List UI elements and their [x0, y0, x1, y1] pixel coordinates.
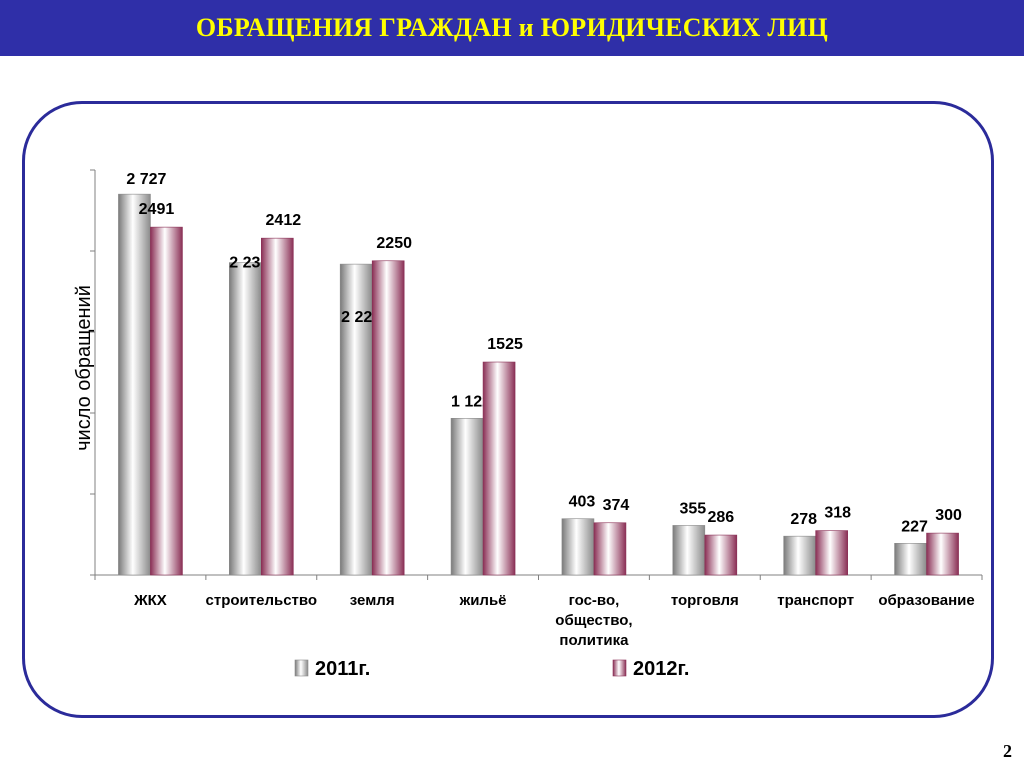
- legend-swatch-2012: [612, 659, 627, 677]
- data-label-2012: 374: [603, 497, 630, 514]
- bar-2011: [561, 518, 595, 576]
- bar-2011: [339, 263, 373, 576]
- bar-2012: [261, 237, 294, 576]
- data-label-2011: 1 122: [451, 393, 491, 410]
- page-number: 2: [1003, 741, 1012, 761]
- legend-label-2011: 2011г.: [315, 658, 370, 680]
- data-label-2011: 2 226: [341, 309, 381, 326]
- page-title: ОБРАЩЕНИЯ ГРАЖДАН и ЮРИДИЧЕСКИХ ЛИЦ: [195, 13, 829, 42]
- bar-2011: [118, 193, 151, 576]
- x-tick-label: ЖКХ: [133, 592, 167, 609]
- data-label-2012: 286: [707, 509, 734, 526]
- y-axis-label: число обращений: [73, 285, 95, 451]
- data-label-2011: 403: [569, 494, 596, 511]
- bar-2012: [704, 534, 738, 576]
- x-tick-label: гос-во, общество, политика: [555, 592, 632, 649]
- bar-2011: [672, 525, 706, 576]
- legend-swatch-2011: [294, 659, 309, 677]
- data-label-2012: 300: [935, 507, 962, 524]
- chart-frame: [22, 101, 994, 718]
- data-label-2012: 1525: [487, 336, 523, 353]
- data-label-2011: 278: [790, 511, 817, 528]
- x-tick-label: образование: [878, 592, 974, 609]
- bar-2012: [482, 361, 516, 576]
- bar-2012: [926, 532, 959, 576]
- data-label-2012: 2491: [139, 201, 175, 218]
- data-label-2011: 355: [679, 500, 706, 517]
- legend-label-2012: 2012г.: [633, 658, 689, 680]
- bar-2011: [450, 418, 484, 576]
- x-tick-label: торговля: [671, 592, 739, 609]
- x-tick-label: жильё: [459, 592, 507, 609]
- data-label-2011: 2 727: [126, 171, 166, 188]
- bar-2011: [894, 542, 927, 576]
- title-bar: ОБРАЩЕНИЯ ГРАЖДАН и ЮРИДИЧЕСКИХ ЛИЦ: [0, 0, 1024, 56]
- bar-2012: [593, 522, 627, 576]
- data-label-2012: 2250: [376, 235, 412, 252]
- x-tick-label: строительство: [206, 592, 318, 609]
- x-tick-label: земля: [350, 592, 395, 609]
- bar-2011: [229, 262, 262, 576]
- bar-2012: [371, 260, 405, 576]
- x-tick-label: транспорт: [777, 592, 854, 609]
- bar-2012: [150, 226, 183, 576]
- bar-2011: [783, 535, 816, 576]
- bar-2012: [815, 530, 848, 576]
- data-label-2012: 2412: [266, 212, 302, 229]
- data-label-2011: 227: [901, 518, 928, 535]
- data-label-2011: 2 237: [229, 255, 269, 272]
- data-label-2012: 318: [824, 505, 851, 522]
